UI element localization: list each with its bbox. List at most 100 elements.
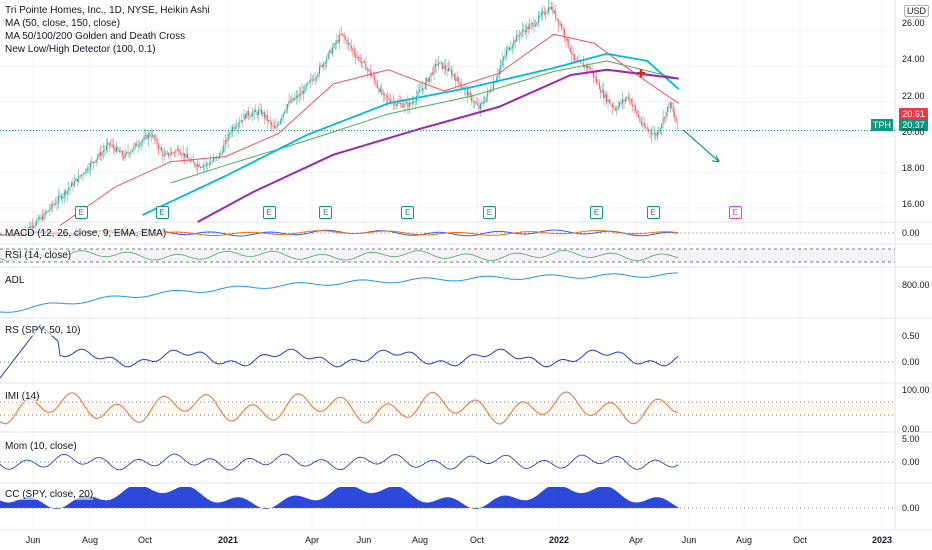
candle-body <box>139 145 141 147</box>
pane-label-cc[interactable]: CC (SPY, close, 20) <box>5 489 94 500</box>
x-tick-label: Oct <box>137 535 153 545</box>
candle-body <box>100 152 102 156</box>
candle-body <box>287 104 289 109</box>
candle-body <box>272 125 274 127</box>
candle-body <box>160 147 162 151</box>
candle-body <box>619 102 621 106</box>
candle-body <box>33 226 35 228</box>
candle-body <box>404 103 406 106</box>
candle-body <box>202 165 204 168</box>
currency-button[interactable]: USD <box>904 5 930 17</box>
candle-body <box>342 33 344 35</box>
candle-body <box>520 32 522 36</box>
candle-body <box>417 91 419 97</box>
candle-body <box>343 34 345 38</box>
candle-body <box>481 102 483 104</box>
x-tick-label: Aug <box>81 535 99 545</box>
candle-body <box>656 132 658 137</box>
future-earnings-marker[interactable]: E <box>728 206 742 219</box>
candle-body <box>332 47 334 54</box>
pane-label-imi[interactable]: IMI (14) <box>5 391 40 402</box>
earnings-marker[interactable]: E <box>401 206 415 219</box>
candle-body <box>176 149 178 151</box>
earnings-marker[interactable]: E <box>482 206 496 219</box>
y-tick-label: 20.00 <box>902 127 925 137</box>
candle-body <box>506 50 508 56</box>
candle-body <box>423 88 425 90</box>
candle-body <box>611 104 613 108</box>
candle-body <box>479 103 481 110</box>
candle-body <box>530 23 532 25</box>
pane-label-adl[interactable]: ADL <box>5 275 25 286</box>
candle-body <box>546 11 548 14</box>
pane-label-mom[interactable]: Mom (10, close) <box>5 441 77 452</box>
earnings-marker[interactable]: E <box>155 206 169 219</box>
candle-body <box>574 54 576 60</box>
candle-body <box>247 110 249 116</box>
grid-lines <box>0 0 895 530</box>
legend-low-high-detector[interactable]: New Low/High Detector (100, 0.1) <box>5 44 156 55</box>
x-tick-label: Oct <box>792 535 808 545</box>
candle-body <box>130 151 132 154</box>
candle-body <box>305 85 307 87</box>
candle-body <box>358 57 360 59</box>
candle-body <box>345 37 347 40</box>
candle-body <box>179 152 181 155</box>
earnings-marker[interactable]: E <box>590 206 603 219</box>
candle-body <box>308 81 310 83</box>
legend-ma[interactable]: MA (50, close, 150, close) <box>5 18 121 29</box>
pane-label-rsi[interactable]: RSI (14, close) <box>5 250 72 261</box>
candle-body <box>616 109 618 111</box>
candle-body <box>421 88 423 91</box>
candle-body <box>384 93 386 95</box>
candle-body <box>356 57 358 59</box>
ma-line <box>59 33 679 226</box>
candle-body <box>52 204 54 206</box>
candle-body <box>101 151 103 156</box>
earnings-marker[interactable]: E <box>74 206 88 219</box>
candle-body <box>633 105 635 107</box>
earnings-marker[interactable]: E <box>262 206 276 219</box>
candle-body <box>49 209 51 211</box>
candle-body <box>398 102 400 104</box>
candle-body <box>458 77 460 83</box>
candle-body <box>665 111 667 119</box>
candle-body <box>31 225 33 228</box>
candle-body <box>298 93 300 98</box>
earnings-marker[interactable]: E <box>646 206 660 219</box>
candle-body <box>245 114 247 119</box>
candle-body <box>121 151 123 156</box>
candle-body <box>403 105 405 108</box>
candle-body <box>313 79 315 81</box>
candle-body <box>234 127 236 129</box>
candle-body <box>540 13 542 16</box>
pane-label-rs[interactable]: RS (SPY, 50, 10) <box>5 325 81 336</box>
candle-body <box>490 91 492 93</box>
candle-body <box>63 191 65 197</box>
candle-body <box>408 103 410 108</box>
moving-averages <box>59 33 680 226</box>
y-tick-label: 24.00 <box>902 54 925 64</box>
candle-body <box>666 106 668 112</box>
candle-body <box>271 122 273 126</box>
candle-body <box>603 90 605 99</box>
candle-body <box>353 50 355 55</box>
candle-body <box>587 65 589 69</box>
candle-body <box>227 133 229 142</box>
legend-golden-death-cross[interactable]: MA 50/100/200 Golden and Death Cross <box>5 31 186 42</box>
earnings-marker[interactable]: E <box>319 206 333 219</box>
candle-body <box>485 96 487 102</box>
candle-body <box>226 140 228 142</box>
pane-label-macd[interactable]: MACD (12, 26, close, 9, EMA, EMA) <box>5 228 167 239</box>
candle-body <box>265 115 267 118</box>
candle-body <box>123 155 125 159</box>
candle-body <box>285 108 287 112</box>
candle-body <box>549 7 551 10</box>
candle-body <box>62 196 64 199</box>
candle-body <box>118 150 120 153</box>
candle-body <box>562 28 564 30</box>
candle-body <box>524 30 526 33</box>
candle-body <box>333 43 335 48</box>
candle-body <box>658 131 660 133</box>
